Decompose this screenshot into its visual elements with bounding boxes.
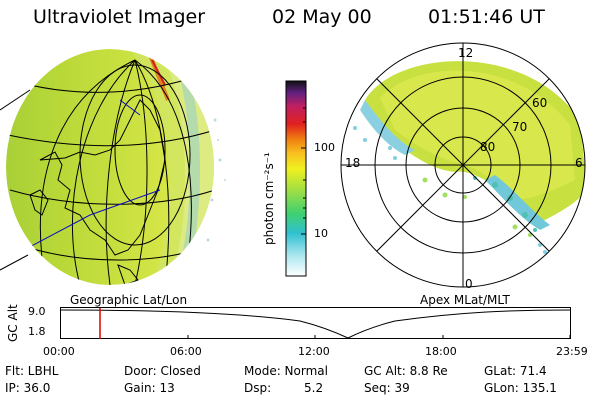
status-filter: Flt: LBHL <box>5 364 59 378</box>
timeline-ytick-9: 9.0 <box>28 305 46 318</box>
status-glat: GLat: 71.4 <box>484 364 547 378</box>
status-gc-alt: GC Alt: 8.8 Re <box>364 364 448 378</box>
timeline-ylabel: GC Alt <box>6 304 20 342</box>
polar-map <box>340 42 586 288</box>
timeline-xtick-1800: 18:00 <box>425 345 457 358</box>
left-map-caption: Geographic Lat/Lon <box>70 293 188 307</box>
status-glon: GLon: 135.1 <box>484 381 557 395</box>
date-label: 02 May 00 <box>272 6 372 28</box>
status-door: Door: Closed <box>124 364 201 378</box>
mlt-label-6: 6 <box>575 156 583 170</box>
timeline-ytick-1.8: 1.8 <box>28 325 46 338</box>
colorbar-unit-label: photon cm⁻²s⁻¹ <box>262 152 276 245</box>
mlt-label-18: 18 <box>345 156 361 170</box>
status-dsp-label: Dsp: <box>244 381 272 395</box>
colorbar-tick-10: 10 <box>314 227 328 240</box>
status-dsp-value: 5.2 <box>304 381 324 395</box>
mlat-label-60: 60 <box>532 96 548 110</box>
mlat-label-80: 80 <box>480 140 496 154</box>
timeline-xtick-2359: 23:59 <box>556 345 588 358</box>
timeline-ylabel-wrap: GC Alt <box>6 304 20 356</box>
timeline-xtick-1200: 12:00 <box>298 345 330 358</box>
status-mode: Mode: Normal <box>244 364 328 378</box>
colorbar-unit-wrap: photon cm⁻²s⁻¹ <box>262 152 282 265</box>
geographic-map <box>0 49 226 285</box>
status-ip: IP: 36.0 <box>5 381 51 395</box>
altitude-timeline <box>60 307 572 339</box>
color-scale-bar <box>285 80 307 277</box>
timeline-xtick-0000: 00:00 <box>43 345 75 358</box>
status-gain: Gain: 13 <box>124 381 175 395</box>
mlat-label-70: 70 <box>512 120 528 134</box>
right-map-caption: Apex MLat/MLT <box>420 293 510 307</box>
mlt-label-0: 0 <box>465 277 473 291</box>
instrument-title: Ultraviolet Imager <box>33 6 206 28</box>
status-seq: Seq: 39 <box>364 381 410 395</box>
colorbar-tick-100: 100 <box>314 141 335 154</box>
time-label: 01:51:46 UT <box>428 6 545 28</box>
timeline-xtick-0600: 06:00 <box>170 345 202 358</box>
mlt-label-12: 12 <box>458 46 474 60</box>
